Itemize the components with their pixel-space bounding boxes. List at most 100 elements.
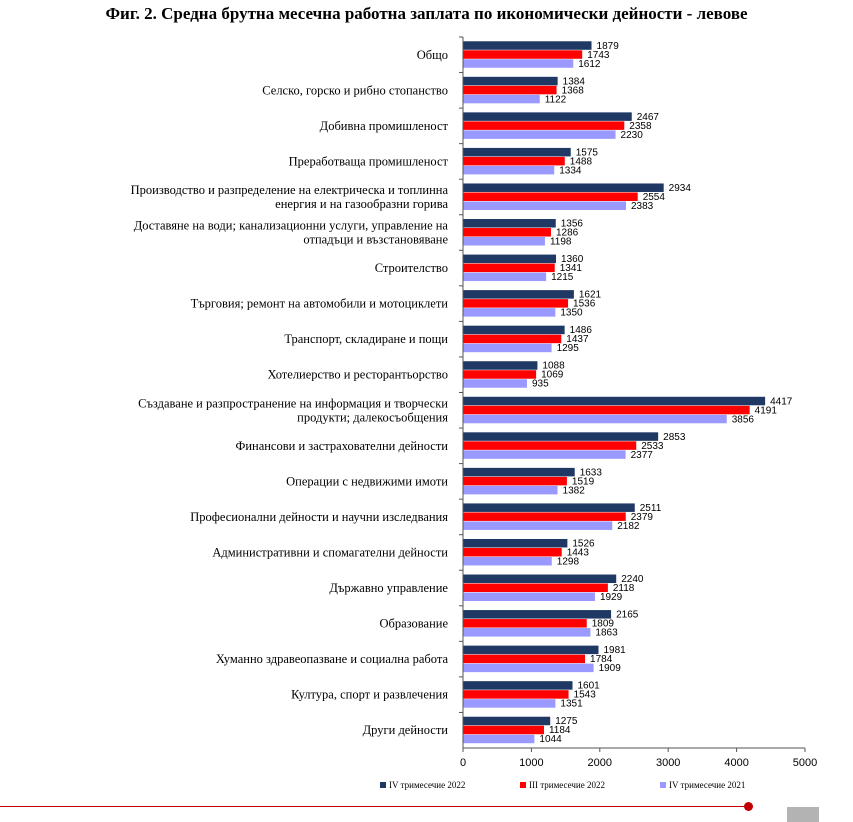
data-label: 2377 <box>631 450 654 461</box>
data-label: 1382 <box>563 485 586 496</box>
data-label: 1743 <box>587 50 610 61</box>
bar <box>463 50 583 59</box>
bar <box>463 334 562 344</box>
category-label: отпадъци и възстановяване <box>303 233 448 247</box>
data-label: 2853 <box>663 432 686 443</box>
category-label: Производство и разпределение на електрич… <box>131 183 449 197</box>
bar <box>463 432 659 441</box>
bar <box>463 396 766 406</box>
x-tick-label: 5000 <box>793 757 817 769</box>
bar <box>463 94 540 104</box>
data-label: 1621 <box>579 290 602 301</box>
category-label: Административни и спомагателни дейности <box>212 545 448 559</box>
bar <box>463 165 555 175</box>
bar <box>463 547 562 557</box>
legend-label: III тримесечие 2022 <box>529 780 605 790</box>
data-label: 1437 <box>566 334 589 345</box>
bar <box>463 503 635 512</box>
bar <box>463 156 565 166</box>
category-label: енергия и на газообразни горива <box>275 197 448 211</box>
legend-swatch <box>380 782 386 788</box>
bar <box>463 201 626 210</box>
bar <box>463 41 592 50</box>
bar <box>463 254 557 264</box>
data-label: 1044 <box>539 734 562 745</box>
data-label: 1360 <box>561 254 584 265</box>
bar <box>463 219 556 228</box>
data-label: 2240 <box>621 574 644 585</box>
bar <box>463 192 638 201</box>
bar <box>463 441 637 450</box>
category-label: Култура, спорт и развлечения <box>291 688 448 702</box>
data-label: 1612 <box>578 59 601 70</box>
bar <box>463 556 552 566</box>
bar <box>463 583 608 593</box>
x-tick-label: 1000 <box>519 757 543 769</box>
bar <box>463 574 617 584</box>
data-label: 1088 <box>542 361 565 372</box>
bar <box>463 272 547 282</box>
page-corner-marker <box>787 807 819 822</box>
data-label: 935 <box>532 379 549 390</box>
data-label: 1275 <box>555 716 578 727</box>
data-label: 1575 <box>576 147 599 158</box>
data-label: 1519 <box>572 476 595 487</box>
data-label: 2182 <box>617 521 640 532</box>
bar <box>463 725 544 735</box>
data-label: 1486 <box>570 325 593 336</box>
data-label: 1286 <box>556 228 579 239</box>
bar <box>463 325 565 335</box>
data-label: 2358 <box>629 121 652 132</box>
data-label: 1981 <box>604 645 627 656</box>
data-label: 2934 <box>669 183 692 194</box>
bar <box>463 716 551 726</box>
data-label: 1298 <box>557 556 580 567</box>
x-tick-label: 2000 <box>588 757 612 769</box>
data-label: 1198 <box>550 237 572 248</box>
bar <box>463 59 574 68</box>
data-label: 1341 <box>560 263 583 274</box>
data-label: 1334 <box>559 165 582 176</box>
footer-divider-dot <box>744 802 753 811</box>
x-tick-label: 3000 <box>656 757 680 769</box>
data-label: 2383 <box>631 201 654 212</box>
data-label: 2379 <box>631 512 654 523</box>
bar <box>463 414 727 424</box>
bar <box>463 663 594 673</box>
data-label: 1350 <box>560 308 583 319</box>
data-label: 1356 <box>561 219 584 230</box>
category-label: Строителство <box>375 261 448 275</box>
bar <box>463 183 664 192</box>
bar <box>463 645 599 655</box>
bar <box>463 610 612 619</box>
data-label: 1601 <box>578 681 601 692</box>
data-label: 1184 <box>549 725 571 736</box>
data-label: 1809 <box>592 619 615 630</box>
legend-swatch <box>660 782 666 788</box>
data-label: 2467 <box>637 112 660 123</box>
bar <box>463 485 558 495</box>
bar <box>463 121 625 130</box>
data-label: 1543 <box>574 690 597 701</box>
bar <box>463 690 569 699</box>
bar <box>463 734 535 744</box>
data-label: 2533 <box>641 441 664 452</box>
legend-label: IV тримесечие 2021 <box>669 780 745 790</box>
bar <box>463 592 595 602</box>
data-label: 1368 <box>562 85 585 96</box>
data-label: 2165 <box>616 610 639 621</box>
category-label: Създаване и разпространение на информаци… <box>138 396 448 410</box>
bar <box>463 521 613 530</box>
category-label: Държавно управление <box>329 581 448 595</box>
data-label: 1122 <box>545 94 567 105</box>
data-label: 2511 <box>640 503 662 514</box>
bar <box>463 628 591 637</box>
bar <box>463 85 557 95</box>
bar <box>463 76 558 86</box>
bar <box>463 112 632 121</box>
data-label: 1863 <box>595 628 618 639</box>
category-label: Добивна промишленост <box>320 119 449 133</box>
x-tick-label: 0 <box>460 757 466 769</box>
category-label: Търговия; ремонт на автомобили и мотоцик… <box>191 297 449 311</box>
